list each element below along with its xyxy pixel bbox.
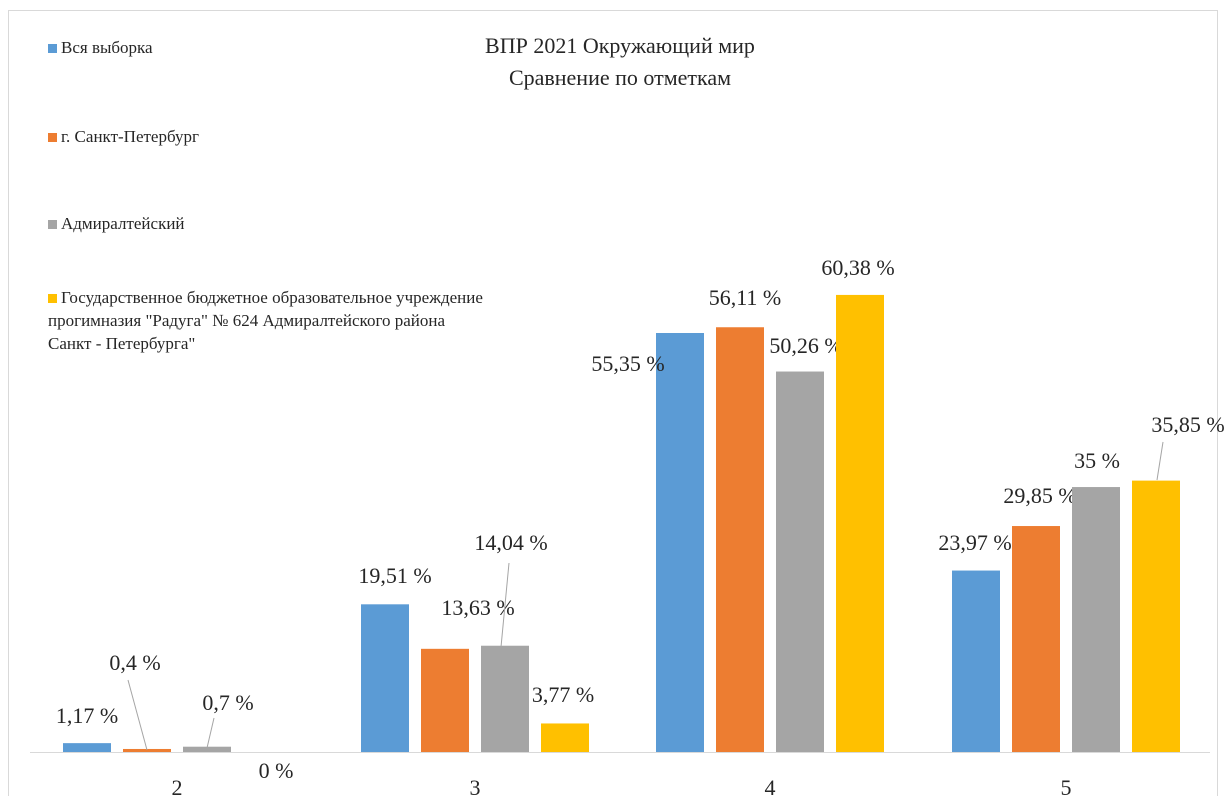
leader-line <box>127 679 148 751</box>
x-tick-label: 5 <box>1061 775 1072 796</box>
legend-label: Вся выборка <box>61 38 153 57</box>
legend-item: г. Санкт-Петербург <box>48 125 488 148</box>
data-label: 19,51 % <box>358 563 431 588</box>
bar <box>63 743 111 752</box>
frame <box>8 10 1218 796</box>
bar <box>952 570 1000 752</box>
legend-swatch <box>48 44 57 53</box>
x-tick-label: 2 <box>172 775 183 796</box>
bar <box>541 723 589 752</box>
data-label: 56,11 % <box>709 285 782 310</box>
chart-title: ВПР 2021 Окружающий мир <box>485 33 755 58</box>
bar <box>1012 526 1060 752</box>
data-label: 0,4 % <box>109 650 160 675</box>
data-label: 3,77 % <box>532 682 594 707</box>
legend-swatch <box>48 294 57 303</box>
data-label: 29,85 % <box>1003 483 1076 508</box>
legend-label: Государственное бюджетное образовательно… <box>48 288 483 353</box>
bar <box>776 371 824 752</box>
data-label: 0,7 % <box>202 690 253 715</box>
data-label: 1,17 % <box>56 703 118 728</box>
chart-subtitle: Сравнение по отметкам <box>509 65 731 90</box>
data-label: 50,26 % <box>769 333 842 358</box>
legend-label: Адмиралтейский <box>61 214 185 233</box>
bar <box>716 327 764 752</box>
legend-item: Вся выборка <box>48 36 488 59</box>
data-label: 14,04 % <box>474 530 547 555</box>
legend-swatch <box>48 220 57 229</box>
legend-label: г. Санкт-Петербург <box>61 127 199 146</box>
data-label: 35 % <box>1074 448 1120 473</box>
bar <box>836 294 884 752</box>
bar <box>1072 487 1120 752</box>
bar <box>1132 480 1180 752</box>
data-label: 35,85 % <box>1151 412 1224 437</box>
legend-swatch <box>48 133 57 142</box>
data-label: 60,38 % <box>821 255 894 280</box>
data-label: 55,35 % <box>591 351 664 376</box>
data-label: 13,63 % <box>441 595 514 620</box>
bar <box>361 604 409 752</box>
bar <box>421 648 469 752</box>
leader-line <box>1156 441 1164 481</box>
leader-line <box>206 717 215 749</box>
data-label: 0 % <box>259 758 294 783</box>
data-label: 23,97 % <box>938 530 1011 555</box>
bar <box>183 746 231 752</box>
bar <box>123 748 171 752</box>
bar <box>656 333 704 752</box>
legend-item: Государственное бюджетное образовательно… <box>48 286 488 355</box>
x-tick-label: 3 <box>470 775 481 796</box>
bar <box>481 645 529 752</box>
legend-item: Адмиралтейский <box>48 212 488 235</box>
leader-line <box>500 562 510 648</box>
x-tick-label: 4 <box>765 775 776 796</box>
